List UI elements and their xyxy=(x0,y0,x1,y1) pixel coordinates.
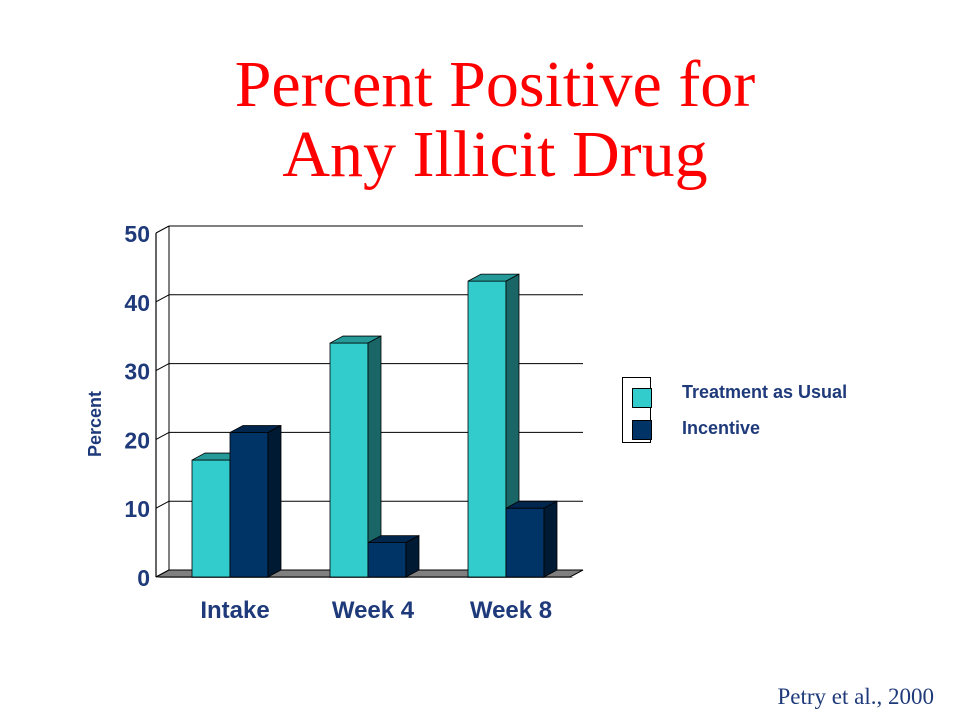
bar-front xyxy=(505,507,545,578)
bar-side xyxy=(543,500,558,578)
legend-label-treatment-as-usual: Treatment as Usual xyxy=(682,382,848,402)
title-line-2: Any Illicit Drug xyxy=(282,118,708,191)
grid-connector xyxy=(155,431,170,440)
chart-axes xyxy=(155,226,170,577)
bar-front xyxy=(329,342,369,578)
bar-incentive-week-8 xyxy=(505,500,558,578)
legend-key-box xyxy=(622,377,652,443)
bar-front xyxy=(191,459,231,578)
y-tick-label: 40 xyxy=(124,290,150,316)
grid-connector xyxy=(155,225,170,234)
x-tick-label: Week 4 xyxy=(332,597,415,624)
y-axis-label: Percent xyxy=(85,391,105,457)
grid-connector xyxy=(155,294,170,303)
y-tick-label: 10 xyxy=(124,496,150,522)
legend-swatch-treatment-as-usual xyxy=(632,388,652,408)
y-tick-label: 20 xyxy=(124,427,150,453)
bar-treatment-as-usual-week-8 xyxy=(467,273,520,578)
bar-incentive-intake xyxy=(229,424,282,578)
grid-connector xyxy=(155,363,170,372)
y-tick-label: 30 xyxy=(124,359,150,385)
y-tick-label: 50 xyxy=(124,221,150,247)
slide-title: Percent Positive for Any Illicit Drug xyxy=(0,50,960,190)
legend-label-incentive: Incentive xyxy=(682,418,761,438)
y-tick-label: 0 xyxy=(137,565,150,591)
bar-front xyxy=(367,542,407,578)
title-line-1: Percent Positive for xyxy=(234,48,756,121)
bar-side xyxy=(267,424,282,578)
chart-labels: 0 10 20 30 40 50 Percent Intake Week 4 Week 8 xyxy=(85,221,552,624)
bar-side xyxy=(405,534,420,578)
bar-front xyxy=(467,280,507,578)
grid-connector xyxy=(155,500,170,509)
x-tick-label: Week 8 xyxy=(470,597,552,624)
chart-bars xyxy=(191,273,558,578)
chart-legend: Treatment as Usual Incentive xyxy=(622,377,922,443)
legend-swatch-incentive xyxy=(632,420,652,440)
x-tick-label: Intake xyxy=(200,597,269,624)
bar-incentive-week-4 xyxy=(367,534,420,578)
citation: Petry et al., 2000 xyxy=(777,684,935,709)
bar-front xyxy=(229,432,269,578)
